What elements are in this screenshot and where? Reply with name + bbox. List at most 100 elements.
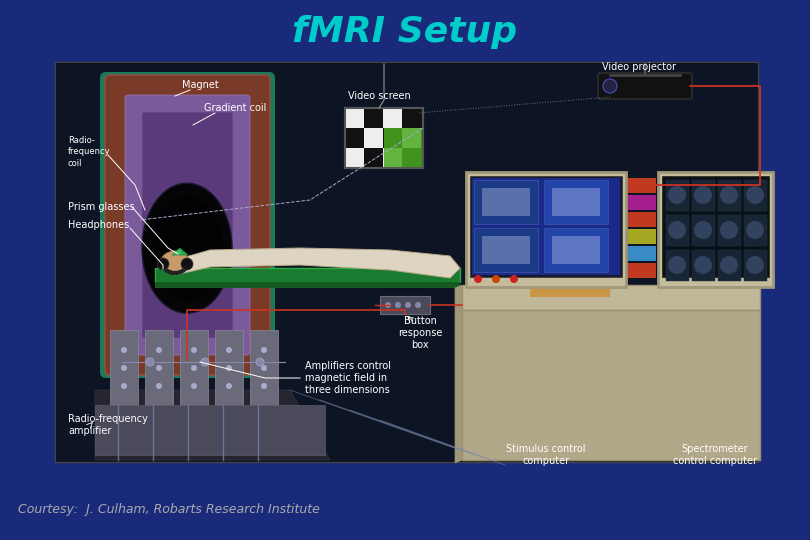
Circle shape xyxy=(156,365,162,371)
Text: Radio-frequency
amplifier: Radio-frequency amplifier xyxy=(68,414,148,436)
Circle shape xyxy=(191,347,197,353)
Circle shape xyxy=(121,347,127,353)
Bar xyxy=(744,215,767,246)
Bar xyxy=(155,282,460,288)
Polygon shape xyxy=(175,248,460,278)
Bar xyxy=(345,148,364,168)
Ellipse shape xyxy=(603,79,617,93)
Bar xyxy=(474,228,538,272)
Bar xyxy=(744,180,767,211)
Bar xyxy=(692,215,715,246)
Circle shape xyxy=(746,221,764,239)
FancyBboxPatch shape xyxy=(100,72,275,378)
Text: Amplifiers control
magnetic field in
three dimensions: Amplifiers control magnetic field in thr… xyxy=(305,361,391,395)
Polygon shape xyxy=(173,249,182,254)
Bar xyxy=(472,178,620,275)
Text: Spectrometer
control computer: Spectrometer control computer xyxy=(673,444,757,466)
Bar xyxy=(552,236,600,264)
Bar xyxy=(628,263,656,278)
Circle shape xyxy=(146,358,154,366)
Bar xyxy=(345,108,364,128)
Text: Gradient coil: Gradient coil xyxy=(204,103,266,113)
Bar xyxy=(95,405,325,455)
Text: Radio-
frequency
coil: Radio- frequency coil xyxy=(68,137,111,167)
Bar xyxy=(530,287,610,297)
Bar xyxy=(692,250,715,281)
Bar xyxy=(380,296,430,314)
Circle shape xyxy=(668,186,686,204)
Bar xyxy=(383,128,402,148)
Bar xyxy=(666,215,689,246)
Ellipse shape xyxy=(151,196,223,300)
Bar xyxy=(364,108,383,128)
Circle shape xyxy=(226,383,232,389)
Bar xyxy=(628,195,656,210)
Text: Courtesy:  J. Culham, Robarts Research Institute: Courtesy: J. Culham, Robarts Research In… xyxy=(18,503,320,516)
Bar xyxy=(544,180,608,224)
Circle shape xyxy=(156,347,162,353)
Bar xyxy=(474,180,538,224)
FancyBboxPatch shape xyxy=(125,95,250,355)
Circle shape xyxy=(720,186,738,204)
Circle shape xyxy=(226,365,232,371)
Bar xyxy=(384,128,423,168)
Circle shape xyxy=(191,365,197,371)
Bar xyxy=(402,148,421,168)
Bar xyxy=(470,176,622,277)
Circle shape xyxy=(157,258,169,270)
Bar xyxy=(250,330,278,405)
Polygon shape xyxy=(462,310,760,460)
Circle shape xyxy=(121,383,127,389)
Bar xyxy=(345,108,423,168)
Circle shape xyxy=(668,256,686,274)
Bar xyxy=(364,128,383,148)
Ellipse shape xyxy=(142,183,232,313)
Circle shape xyxy=(694,256,712,274)
Circle shape xyxy=(181,258,193,270)
FancyBboxPatch shape xyxy=(142,112,233,338)
Ellipse shape xyxy=(161,251,189,273)
Bar xyxy=(628,212,656,227)
Bar xyxy=(383,108,402,128)
Bar xyxy=(662,176,769,277)
Circle shape xyxy=(492,275,500,283)
Bar xyxy=(345,108,423,168)
Bar xyxy=(664,178,767,275)
Bar xyxy=(628,229,656,244)
Bar xyxy=(552,188,600,216)
Bar xyxy=(145,330,173,405)
Text: Stimulus control
computer: Stimulus control computer xyxy=(506,444,586,466)
Bar xyxy=(666,250,689,281)
Circle shape xyxy=(191,383,197,389)
Bar xyxy=(402,108,421,128)
Text: Prism glasses: Prism glasses xyxy=(68,202,134,212)
Bar xyxy=(364,148,383,168)
Bar xyxy=(466,172,626,287)
Circle shape xyxy=(694,186,712,204)
Text: Video projector: Video projector xyxy=(602,62,676,72)
FancyBboxPatch shape xyxy=(598,73,692,99)
Circle shape xyxy=(746,186,764,204)
Text: Button
response
box: Button response box xyxy=(398,316,442,349)
Circle shape xyxy=(121,365,127,371)
Text: Video screen: Video screen xyxy=(347,91,411,101)
Circle shape xyxy=(385,302,391,308)
Circle shape xyxy=(156,383,162,389)
Polygon shape xyxy=(462,285,760,310)
Text: Magnet: Magnet xyxy=(181,80,219,90)
Bar xyxy=(215,330,243,405)
Bar xyxy=(155,268,460,282)
Circle shape xyxy=(226,347,232,353)
Bar xyxy=(658,172,773,287)
Bar xyxy=(544,228,608,272)
Bar xyxy=(482,188,530,216)
Bar xyxy=(628,246,656,261)
Circle shape xyxy=(415,302,421,308)
Circle shape xyxy=(261,383,267,389)
Circle shape xyxy=(720,256,738,274)
Bar xyxy=(56,63,757,461)
Bar xyxy=(345,128,364,148)
Bar xyxy=(718,215,741,246)
Circle shape xyxy=(201,358,209,366)
Circle shape xyxy=(720,221,738,239)
